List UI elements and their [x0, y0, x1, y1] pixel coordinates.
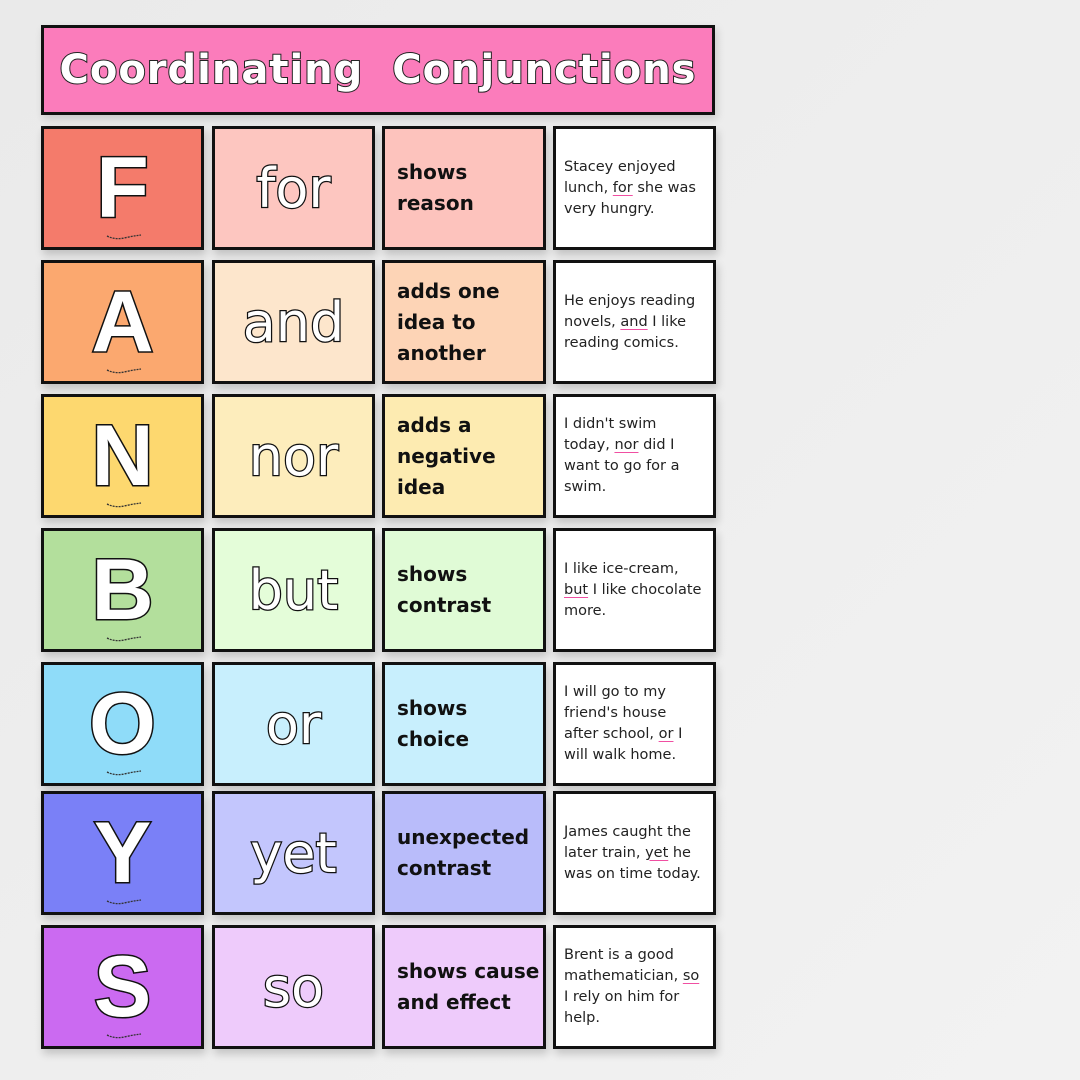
example-card: I like ice-cream, but I like chocolate m…	[553, 528, 716, 652]
conjunction-row-but: B but shows contrast I like ice-cream, b…	[41, 528, 716, 652]
conjunction-row-yet: Y yet unexpected contrast James caught t…	[41, 791, 716, 915]
meaning-text: adds one idea to another	[397, 278, 500, 365]
example-conjunction: for	[612, 179, 633, 196]
example-before: Brent is a good mathematician,	[564, 947, 683, 984]
example-card: He enjoys reading novels, and I like rea…	[553, 260, 716, 384]
conjunction-card: yet	[212, 791, 375, 915]
example-conjunction: and	[620, 313, 648, 330]
letter-card: A	[41, 260, 204, 384]
example-conjunction: or	[658, 726, 674, 742]
meaning-text: unexpected contrast	[397, 825, 530, 880]
letter-card: Y	[41, 791, 204, 915]
example-card: Stacey enjoyed lunch, for she was very h…	[553, 126, 716, 250]
conjunction-card: nor	[212, 394, 375, 518]
example-sentence: James caught the later train, yet he was…	[564, 822, 705, 885]
conjunction-word: nor	[248, 423, 340, 489]
meaning-text: shows choice	[397, 696, 470, 751]
letter: F	[95, 138, 151, 237]
squiggle-decoration-icon	[106, 502, 142, 508]
conjunction-word: so	[262, 954, 326, 1020]
meaning-text: adds a negative idea	[397, 412, 496, 499]
example-card: James caught the later train, yet he was…	[553, 791, 716, 915]
example-sentence: He enjoys reading novels, and I like rea…	[564, 291, 705, 354]
example-after: I like reading comics.	[564, 313, 687, 351]
conjunction-card: but	[212, 528, 375, 652]
example-card: I didn't swim today, nor did I want to g…	[553, 394, 716, 518]
example-card: Brent is a good mathematician, so I rely…	[553, 925, 716, 1049]
example-before: James caught the later train,	[564, 823, 691, 861]
example-after: she was very hungry.	[564, 179, 696, 217]
conjunction-row-so: S so shows cause and effect Brent is a g…	[41, 925, 716, 1049]
squiggle-decoration-icon	[106, 1033, 142, 1039]
example-conjunction: yet	[645, 844, 669, 861]
conjunction-card: and	[212, 260, 375, 384]
letter-card: F	[41, 126, 204, 250]
example-after: I rely on him for help.	[564, 989, 680, 1026]
example-after: he was on time today.	[564, 844, 701, 882]
conjunction-word: but	[247, 557, 339, 623]
letter: A	[90, 272, 155, 371]
poster-title: Coordinating Conjunctions	[58, 46, 697, 94]
example-conjunction: so	[682, 968, 700, 984]
meaning-card: unexpected contrast	[382, 791, 546, 915]
example-sentence: I like ice-cream, but I like chocolate m…	[564, 559, 705, 622]
meaning-card: shows cause and effect	[382, 925, 546, 1049]
letter: N	[90, 406, 155, 505]
conjunction-word: yet	[249, 820, 338, 886]
letter-card: N	[41, 394, 204, 518]
conjunction-word: or	[265, 691, 323, 757]
meaning-text: shows contrast	[397, 562, 492, 617]
squiggle-decoration-icon	[106, 636, 142, 642]
example-sentence: Brent is a good mathematician, so I rely…	[564, 945, 705, 1029]
poster-title-banner: Coordinating Conjunctions	[41, 25, 715, 115]
conjunction-card: so	[212, 925, 375, 1049]
conjunction-word: and	[241, 289, 345, 355]
squiggle-decoration-icon	[106, 234, 142, 240]
meaning-card: adds a negative idea	[382, 394, 546, 518]
example-before: I will go to my friend's house after sch…	[564, 684, 667, 742]
squiggle-decoration-icon	[106, 899, 142, 905]
meaning-card: shows choice	[382, 662, 546, 786]
example-conjunction: nor	[614, 437, 639, 453]
conjunction-row-and: A and adds one idea to another He enjoys…	[41, 260, 716, 384]
letter: S	[92, 937, 152, 1036]
conjunction-row-or: O or shows choice I will go to my friend…	[41, 662, 716, 786]
example-sentence: I didn't swim today, nor did I want to g…	[564, 414, 705, 498]
meaning-text: shows reason	[397, 160, 474, 215]
example-before: I didn't swim today,	[564, 416, 657, 453]
letter: Y	[92, 803, 152, 902]
meaning-text: shows cause and effect	[397, 959, 540, 1014]
squiggle-decoration-icon	[106, 368, 142, 374]
meaning-card: shows contrast	[382, 528, 546, 652]
example-sentence: Stacey enjoyed lunch, for she was very h…	[564, 157, 705, 220]
meaning-card: adds one idea to another	[382, 260, 546, 384]
example-before: He enjoys reading novels,	[564, 292, 696, 330]
example-conjunction: but	[564, 581, 589, 598]
conjunction-card: or	[212, 662, 375, 786]
conjunction-word: for	[255, 155, 332, 221]
example-card: I will go to my friend's house after sch…	[553, 662, 716, 786]
letter-card: S	[41, 925, 204, 1049]
example-after: I will walk home.	[564, 726, 683, 763]
letter: B	[90, 540, 155, 639]
letter: O	[88, 674, 158, 773]
example-after: I like chocolate more.	[564, 581, 702, 619]
letter-card: O	[41, 662, 204, 786]
meaning-card: shows reason	[382, 126, 546, 250]
example-before: Stacey enjoyed lunch,	[564, 158, 676, 196]
letter-card: B	[41, 528, 204, 652]
example-sentence: I will go to my friend's house after sch…	[564, 682, 705, 766]
conjunction-row-for: F for shows reason Stacey enjoyed lunch,…	[41, 126, 716, 250]
squiggle-decoration-icon	[106, 770, 142, 776]
example-after: did I want to go for a swim.	[564, 437, 680, 495]
example-before: I like ice-cream,	[564, 560, 679, 577]
conjunction-row-nor: N nor adds a negative idea I didn't swim…	[41, 394, 716, 518]
conjunction-card: for	[212, 126, 375, 250]
